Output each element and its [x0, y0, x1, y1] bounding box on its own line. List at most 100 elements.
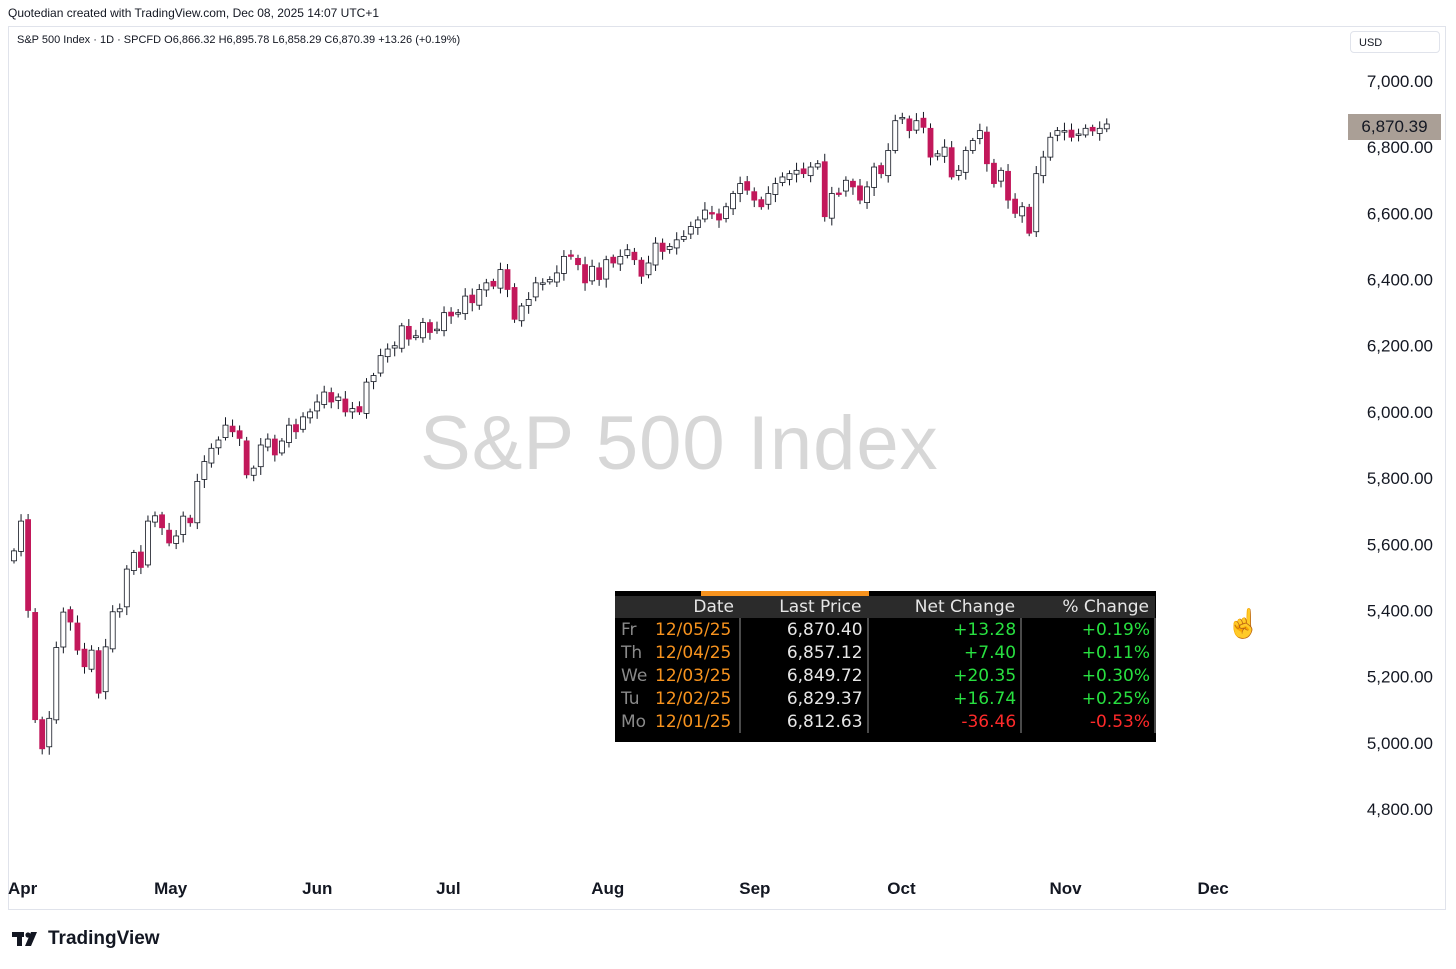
- candle-body: [300, 416, 306, 430]
- x-tick-label: May: [154, 879, 188, 898]
- candle-body: [32, 612, 39, 721]
- candle-body: [243, 440, 250, 476]
- x-tick-label: Aug: [591, 879, 624, 898]
- candle-body: [102, 646, 109, 693]
- candle-body: [18, 520, 24, 552]
- candle-body: [793, 169, 800, 175]
- candle-body: [88, 649, 95, 670]
- candle-body: [356, 406, 363, 413]
- candle-body: [201, 461, 208, 480]
- candle-body: [518, 305, 525, 322]
- pct-change-cell: +0.11%: [1021, 641, 1156, 664]
- x-axis: Apr May Jun Jul Aug Sep Oct Nov Dec: [8, 879, 1229, 898]
- candle-body: [892, 120, 899, 151]
- candle-body: [455, 312, 462, 315]
- pct-change-cell: +0.30%: [1021, 664, 1156, 687]
- table-row: Th 12/04/25 6,857.12 +7.40 +0.11%: [615, 641, 1156, 664]
- candle-body: [843, 179, 849, 192]
- candle-body: [434, 328, 440, 332]
- x-tick-label: Sep: [739, 879, 770, 898]
- candle-body: [1089, 126, 1096, 132]
- candle-body: [589, 265, 595, 282]
- day-cell: Th: [621, 642, 643, 663]
- candle-body: [1103, 123, 1110, 130]
- net-change-header: Net Change: [867, 596, 1022, 618]
- pct-change-cell: +0.25%: [1021, 687, 1156, 710]
- candle-body: [1026, 206, 1033, 234]
- candle-body: [448, 311, 455, 317]
- pct-change-cell: -0.53%: [1021, 710, 1156, 733]
- net-change-cell: -36.46: [867, 710, 1023, 733]
- currency-selector[interactable]: USD: [1350, 31, 1440, 53]
- candle-body: [469, 294, 476, 304]
- candle-body: [504, 269, 511, 290]
- last-price-tag: 6,870.39: [1348, 114, 1441, 140]
- candle-body: [194, 480, 201, 524]
- tradingview-logo-icon: [12, 932, 37, 946]
- y-tick-label: 5,800.00: [1367, 469, 1433, 488]
- candle-body: [1040, 156, 1047, 177]
- net-change-cell: +16.74: [867, 687, 1023, 710]
- candle-body: [751, 191, 758, 201]
- candle-body: [497, 269, 504, 289]
- candle-body: [673, 239, 680, 249]
- candle-body: [871, 166, 877, 188]
- candle-body: [321, 391, 328, 405]
- candle-body: [67, 609, 74, 623]
- bloomberg-price-table: Date Last Price Net Change % Change Fr 12…: [615, 591, 1156, 742]
- net-change-cell: +7.40: [867, 641, 1023, 664]
- candle-body: [934, 153, 941, 157]
- candle-body: [694, 219, 701, 228]
- candle-body: [920, 117, 927, 128]
- candle-body: [539, 282, 546, 285]
- candle-body: [610, 256, 617, 264]
- candle-body: [723, 206, 729, 219]
- chart-caption: Quotedian created with TradingView.com, …: [8, 6, 379, 20]
- candle-body: [687, 226, 694, 235]
- candle-body: [314, 401, 321, 412]
- candle-body: [998, 169, 1004, 182]
- date-cell: 12/05/25: [655, 618, 741, 641]
- candle-body: [680, 236, 687, 240]
- candle-body: [286, 424, 292, 443]
- last-price-cell: 6,857.12: [740, 641, 869, 664]
- candle-body: [476, 289, 483, 306]
- candle-body: [730, 193, 736, 210]
- candle-body: [1012, 198, 1018, 214]
- candle-body: [166, 529, 173, 544]
- candle-body: [278, 440, 285, 454]
- candle-body: [187, 517, 194, 524]
- candle-body: [652, 242, 659, 266]
- y-tick-label: 6,000.00: [1367, 403, 1433, 422]
- y-tick-label: 6,400.00: [1367, 271, 1433, 290]
- candle-body: [208, 447, 215, 464]
- y-tick-label: 5,000.00: [1367, 734, 1433, 753]
- x-tick-label: Jul: [436, 879, 461, 898]
- candle-body: [991, 162, 997, 184]
- candle-body: [412, 335, 419, 339]
- candle-body: [561, 255, 567, 274]
- x-tick-label: Apr: [8, 879, 38, 898]
- candle-body: [631, 251, 638, 261]
- y-tick-label: 7,000.00: [1367, 72, 1433, 91]
- candle-body: [328, 392, 335, 403]
- candle-body: [46, 717, 53, 748]
- chart-frame: [8, 26, 1446, 910]
- candle-body: [568, 254, 574, 257]
- candle-body: [250, 467, 257, 476]
- candle-body: [941, 146, 948, 157]
- x-tick-label: Oct: [887, 879, 916, 898]
- day-cell: Mo: [621, 711, 647, 732]
- candle-body: [596, 267, 603, 280]
- candle-body: [441, 312, 447, 332]
- candle-body: [737, 183, 744, 194]
- candle-body: [363, 381, 370, 414]
- net-change-cell: +13.28: [867, 618, 1023, 641]
- candle-body: [1047, 136, 1054, 158]
- candle-body: [821, 161, 828, 218]
- candle-body: [603, 259, 610, 280]
- candle-body: [405, 325, 412, 340]
- candles-layer: [11, 111, 1110, 755]
- candle-body: [137, 551, 144, 568]
